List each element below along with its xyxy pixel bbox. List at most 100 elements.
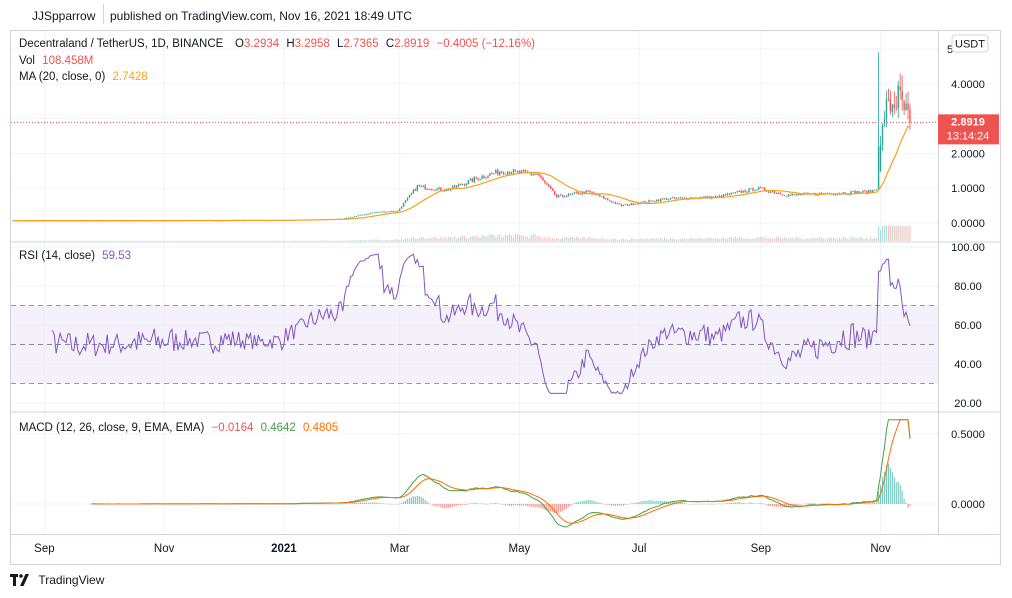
volume-bar [389, 240, 391, 241]
volume-bar [805, 238, 807, 241]
candle-body [634, 204, 636, 206]
rsi-readout: RSI (14, close) 59.53 [19, 250, 131, 262]
chart-svg[interactable]: 0.00001.00002.00003.00004.0000520.0040.0… [11, 31, 1000, 564]
candle-body [872, 190, 874, 193]
rsi-tick-label: 100.00 [951, 242, 985, 254]
candle-body [347, 217, 350, 219]
candle-body [671, 197, 674, 199]
candle-body [391, 210, 393, 212]
candle-body [591, 192, 593, 193]
candle-body [661, 198, 664, 200]
macd-hist-bar [310, 503, 312, 505]
volume-bar [526, 236, 528, 241]
macd-hist-bar [707, 503, 709, 505]
candle-body [483, 175, 485, 178]
author-name[interactable]: JJSpparrow [32, 9, 96, 23]
volume-bar [503, 236, 505, 241]
volume-bar [740, 237, 742, 241]
candle-body [636, 203, 638, 205]
volume-bar [783, 237, 785, 241]
macd-hist-bar [779, 503, 782, 507]
macd-hist-bar [444, 503, 446, 509]
macd-hist-bar [342, 503, 344, 505]
macd-hist-bar [809, 503, 811, 504]
candle-body [359, 214, 362, 216]
candle-body [530, 173, 532, 175]
ohlc-readout: O3.2934 H3.2958 L2.7365 C2.8919 −0.4005 … [235, 38, 535, 50]
volume-bar [703, 239, 705, 241]
last-price-label: 2.8919 [951, 116, 985, 128]
candle-body [395, 211, 397, 213]
volume-bar [652, 238, 654, 241]
volume-bar [605, 239, 607, 241]
volume-bar [791, 237, 793, 241]
candle-body [679, 197, 682, 199]
footer-brand[interactable]: TradingView [38, 572, 105, 587]
volume-bar [601, 237, 603, 241]
volume-bar [868, 239, 870, 241]
volume-bar [357, 240, 360, 241]
macd-hist-bar [671, 501, 674, 504]
candle-body [718, 195, 721, 197]
candle-body [440, 187, 442, 191]
volume-bar [677, 239, 679, 241]
macd-hist-bar [732, 502, 734, 504]
volume-bar [377, 239, 379, 241]
macd-hist-bar [463, 503, 466, 505]
candle-body [375, 212, 377, 214]
macd-hist-bar [703, 503, 705, 505]
macd-hist-bar [467, 503, 469, 505]
macd-hist-bar [334, 503, 336, 505]
candle-body [883, 118, 886, 125]
macd-hist-bar [448, 503, 450, 509]
volume-bar [664, 237, 666, 241]
header: JJSpparrow published on TradingView.com,… [0, 0, 1012, 30]
macd-hist-bar [599, 502, 601, 504]
macd-hist-bar [422, 497, 424, 504]
candle-body [748, 188, 750, 192]
volume-bar [732, 238, 734, 241]
candle-body [707, 196, 709, 198]
volume-bar [457, 237, 460, 241]
header-divider [103, 4, 104, 24]
volume-bar [640, 238, 642, 241]
candle-body [353, 216, 356, 218]
candle-body [497, 170, 499, 175]
volume-bar [614, 238, 617, 241]
volume-bar [391, 239, 393, 241]
macd-hist-bar [318, 503, 320, 505]
volume-bar [418, 238, 420, 241]
volume-bar [530, 234, 532, 241]
candle-body [667, 199, 670, 200]
macd-hist-bar [717, 503, 719, 505]
candle-body [891, 104, 894, 113]
macd-hist-bar [807, 503, 809, 504]
macd-hist-bar [402, 501, 405, 504]
volume-bar [838, 237, 840, 241]
volume-bar [819, 237, 821, 241]
macd-hist-bar [565, 503, 568, 509]
candle-body [844, 192, 846, 195]
candle-body [361, 214, 364, 216]
candle-body [907, 103, 909, 110]
macd-hist-bar [542, 503, 544, 509]
candle-body [477, 178, 479, 180]
volume-bar [877, 226, 880, 241]
candle-body [520, 170, 523, 173]
macd-hist-bar [375, 502, 377, 504]
tradingview-logo-icon[interactable] [10, 573, 32, 586]
symbol-title[interactable]: Decentraland / TetherUS, 1D, BINANCE [19, 38, 224, 50]
candle-body [658, 199, 660, 202]
candle-body [785, 195, 788, 197]
macd-hist-bar [410, 497, 413, 504]
macd-hist-bar [866, 503, 868, 505]
currency-badge[interactable]: USDT [951, 34, 989, 53]
volume-bar [634, 239, 636, 241]
chart-frame[interactable]: 0.00001.00002.00003.00004.0000520.0040.0… [10, 30, 1001, 565]
volume-bar [846, 238, 848, 241]
volume-bar [830, 238, 833, 241]
macd-hist-bar [336, 503, 338, 505]
volume-bar [540, 237, 542, 241]
volume-bar [752, 238, 754, 241]
volume-bar [385, 240, 387, 241]
